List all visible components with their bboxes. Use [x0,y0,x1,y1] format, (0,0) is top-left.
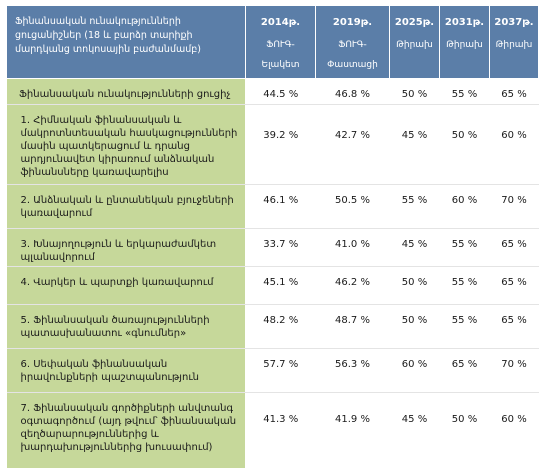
row-label: 3. Խնայողություն և երկարաժամկետ պլանավոր… [6,228,246,267]
cell-value: 50 % [439,104,490,185]
header-sub2: Ելակետ [261,60,300,70]
header-sub2: Փաստացի [327,60,378,70]
table-row: 1. Հիմնական ֆինանսական և մակրոտնտեսական … [6,104,539,185]
row-label: 6. Սեփական ֆինանսական իրավունքների պաշտպ… [6,348,246,393]
header-sub1: ՖՈՒԳ- [338,40,367,50]
header-sub1: Թիրախ [446,40,483,50]
cell-value: 60 % [439,184,490,229]
cell-value: 46.2 % [315,266,390,305]
row-label: 4. Վարկեր և պարտքի կառավարում [6,266,246,305]
header-sub1: Թիրախ [495,40,533,50]
cell-value: 41.9 % [335,414,370,425]
cell-value: 41.3 % [263,414,299,425]
table-row: Ֆինանսական ունակությունների ցուցիչ 44.5 … [6,78,539,105]
header-sub1: Թիրախ [396,40,433,50]
cell-value: 55 % [439,266,490,305]
header-year: 2019թ. [332,17,373,28]
table-row: 6. Սեփական ֆինանսական իրավունքների պաշտպ… [6,348,539,393]
row-label: Ֆինանսական ունակությունների ցուցիչ [6,78,246,105]
table-row: 5. Ֆինանսական ծառայությունների պատասխանա… [6,304,539,349]
header-year: 2014թ. [260,17,301,28]
cell-value: 60 % [501,414,527,425]
table-row: 2. Անձնական և ընտանեկան բյուջեների կառավ… [6,184,539,229]
table-row: 4. Վարկեր և պարտքի կառավարում 45.1 % 46.… [6,266,539,305]
table-row: 7. Ֆինանսական գործիքների անվտանգ օգտագոր… [6,392,539,468]
cell-value: 50 % [389,78,440,105]
cell-value: 45 % [401,414,428,425]
cell-value: 33.7 % [245,228,316,267]
cell-value: 50 % [451,414,478,425]
cell-value: 70 % [489,184,539,229]
header-col-2014: 2014թ. ՖՈՒԳ- Ելակետ [245,5,316,79]
cell-value: 55 % [389,184,440,229]
cell-value: 65 % [439,348,490,393]
cell-value: 56.3 % [315,348,390,393]
header-year: 2037թ. [494,17,534,28]
row-label: 5. Ֆինանսական ծառայությունների պատասխանա… [6,304,246,349]
cell-value: 50 % [389,304,440,349]
cell-value: 45.1 % [245,266,316,305]
cell-value: 50 % [389,266,440,305]
cell-value: 55 % [439,304,490,349]
cell-value: 55 % [439,78,490,105]
header-year: 2031թ. [444,17,485,28]
cell-value: 70 % [489,348,539,393]
cell-value: 46.1 % [245,184,316,229]
financial-capability-table-container: Ֆինանսական ունակությունների ցուցանիշներ … [6,5,539,468]
cell-value: 55 % [439,228,490,267]
cell-value: 45 % [389,104,440,185]
cell-value: 44.5 % [245,78,316,105]
header-year: 2025թ. [394,17,435,28]
header-sub1: ՖՈՒԳ- [266,40,295,50]
row-label: 7. Ֆինանսական գործիքների անվտանգ օգտագոր… [6,392,246,468]
row-label: 2. Անձնական և ընտանեկան բյուջեների կառավ… [6,184,246,229]
table-row: 3. Խնայողություն և երկարաժամկետ պլանավոր… [6,228,539,267]
financial-capability-table: Ֆինանսական ունակությունների ցուցանիշներ … [6,5,539,468]
cell-value: 46.8 % [315,78,390,105]
header-row: Ֆինանսական ունակությունների ցուցանիշներ … [6,5,539,79]
cell-value: 57.7 % [245,348,316,393]
cell-value: 48.7 % [315,304,390,349]
cell-value: 39.2 % [245,104,316,185]
cell-value: 65 % [489,228,539,267]
header-title: Ֆինանսական ունակությունների ցուցանիշներ … [6,5,246,79]
header-col-2019: 2019թ. ՖՈՒԳ- Փաստացի [315,5,390,79]
header-col-2037: 2037թ. Թիրախ [489,5,539,79]
header-col-2031: 2031թ. Թիրախ [439,5,490,79]
cell-value: 60 % [389,348,440,393]
cell-value: 41.0 % [315,228,390,267]
header-col-2025: 2025թ. Թիրախ [389,5,440,79]
cell-value: 65 % [489,266,539,305]
row-label: 1. Հիմնական ֆինանսական և մակրոտնտեսական … [6,104,246,185]
cell-value: 65 % [489,304,539,349]
cell-value: 50.5 % [315,184,390,229]
cell-value: 65 % [489,78,539,105]
cell-value: 45 % [389,228,440,267]
cell-value: 42.7 % [315,104,390,185]
cell-value: 60 % [489,104,539,185]
cell-value: 48.2 % [245,304,316,349]
